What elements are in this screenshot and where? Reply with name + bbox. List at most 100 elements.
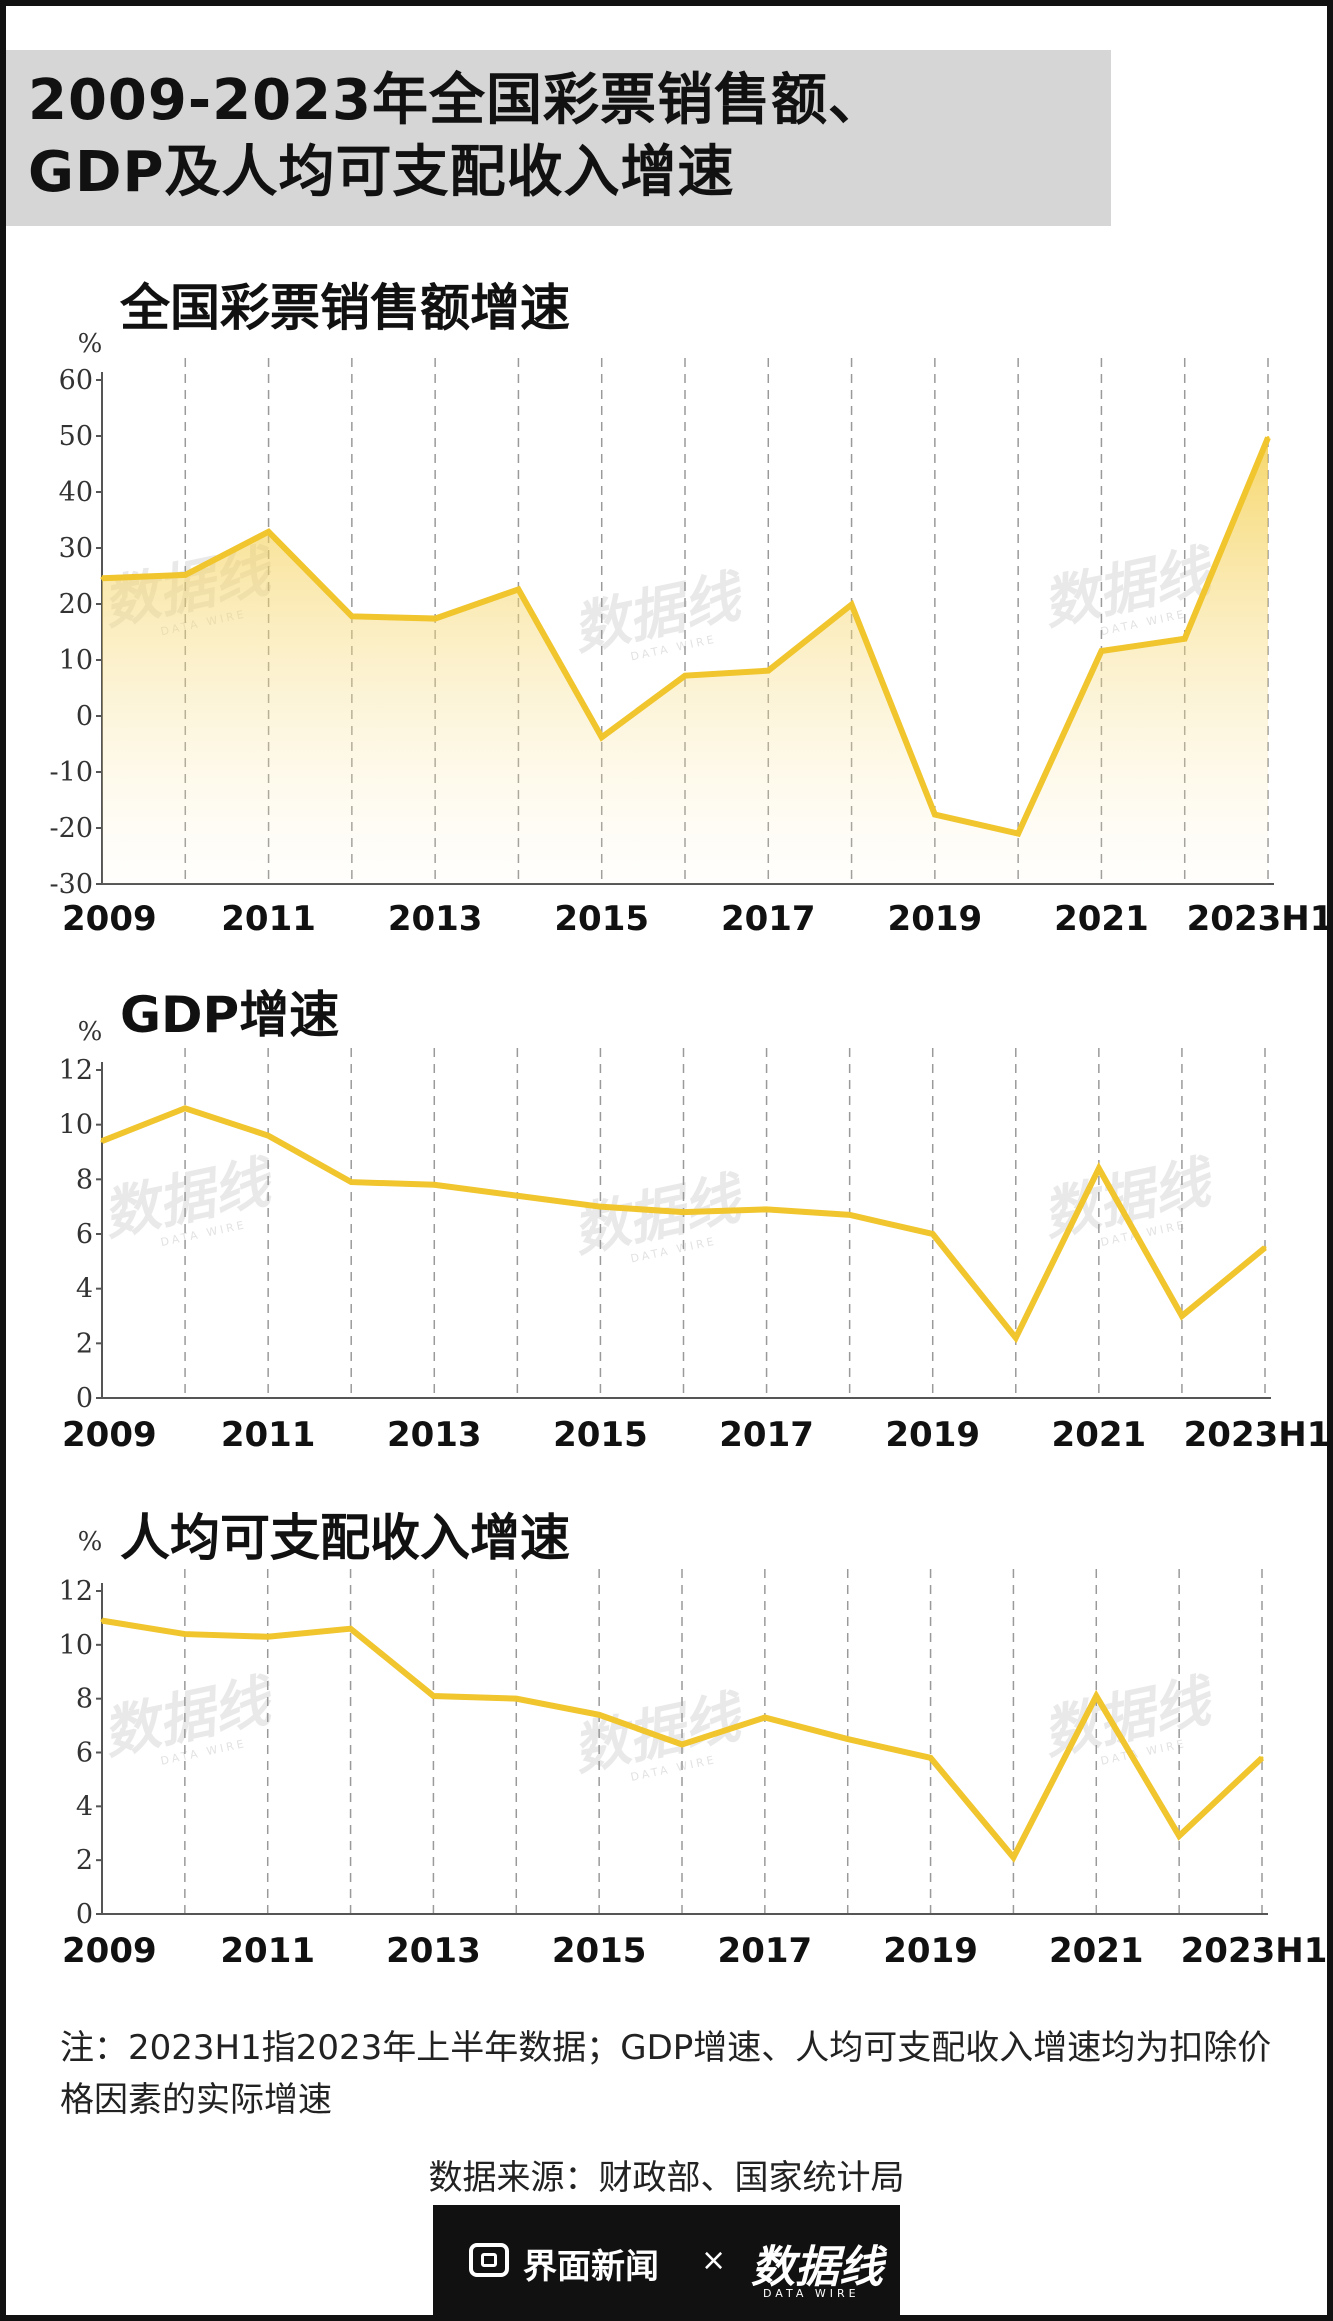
chart-1-title: 全国彩票销售额增速 xyxy=(120,279,570,337)
data-point xyxy=(100,1619,104,1623)
x-tick-label: 2017 xyxy=(718,1931,813,1971)
data-source: 数据来源：财政部、国家统计局 xyxy=(428,2158,905,2198)
data-point xyxy=(1180,1314,1184,1318)
x-tick-label: 2011 xyxy=(220,1931,315,1971)
y-tick-label: 20 xyxy=(59,589,93,620)
y-tick-label: 12 xyxy=(59,1576,93,1607)
data-point xyxy=(266,1635,270,1639)
x-tick-label: 2021 xyxy=(1049,1931,1144,1971)
data-point xyxy=(598,1205,602,1209)
footer-brand-bar: 界面新闻 × 数据线 DATA WIRE xyxy=(433,2205,900,2321)
x-tick-label: 2023H1 xyxy=(1184,1415,1331,1455)
data-point xyxy=(1011,1855,1015,1859)
y-tick-label: 10 xyxy=(59,645,93,676)
y-tick-label: 12 xyxy=(59,1055,93,1086)
x-tick-label: 2017 xyxy=(721,899,816,939)
x-tick-label: 2017 xyxy=(719,1415,814,1455)
data-point xyxy=(433,617,437,621)
y-tick-label: 8 xyxy=(76,1684,93,1715)
footnote: 注：2023H1指2023年上半年数据；GDP增速、人均可支配收入增速均为扣除价… xyxy=(60,2028,1272,2120)
jiemian-brand: 界面新闻 xyxy=(523,2247,659,2287)
y-tick-label: 6 xyxy=(76,1219,93,1250)
x-tick-label: 2009 xyxy=(62,1931,157,1971)
x-tick-label: 2019 xyxy=(885,1415,980,1455)
datawire-logo-sub: DATA WIRE xyxy=(763,2287,860,2300)
data-point xyxy=(1263,1246,1267,1250)
data-point xyxy=(1260,1756,1264,1760)
data-point xyxy=(597,1713,601,1717)
page-title-line-1: 2009-2023年全国彩票销售额、 xyxy=(28,68,885,133)
data-point xyxy=(183,573,187,577)
x-tick-label: 2021 xyxy=(1054,899,1149,939)
y-tick-label: 10 xyxy=(59,1110,93,1141)
x-tick-label: 2015 xyxy=(552,1931,647,1971)
x-tick-label: 2015 xyxy=(553,1415,648,1455)
data-point xyxy=(765,1207,769,1211)
data-point xyxy=(680,1742,684,1746)
y-tick-label: 6 xyxy=(76,1738,93,1769)
y-tick-label: -20 xyxy=(50,813,93,844)
page-title-line-2: GDP及人均可支配收入增速 xyxy=(28,140,735,205)
y-tick-label: 30 xyxy=(59,533,93,564)
data-point xyxy=(516,587,520,591)
y-tick-label: 60 xyxy=(59,365,93,396)
data-point xyxy=(929,1756,933,1760)
y-tick-label: 8 xyxy=(76,1164,93,1195)
data-point xyxy=(267,530,271,534)
data-point xyxy=(349,1627,353,1631)
data-point xyxy=(1266,436,1270,440)
data-point xyxy=(432,1183,436,1187)
data-point xyxy=(183,1106,187,1110)
data-point xyxy=(349,1180,353,1184)
data-point xyxy=(350,614,354,618)
data-point xyxy=(846,1737,850,1741)
series-area xyxy=(102,437,1268,884)
y-tick-label: 2 xyxy=(76,1845,93,1876)
x-tick-label: 2013 xyxy=(387,1415,482,1455)
data-point xyxy=(1014,1336,1018,1340)
data-point xyxy=(933,813,937,817)
data-point xyxy=(266,1134,270,1138)
data-point xyxy=(766,669,770,673)
x-tick-label: 2011 xyxy=(221,899,316,939)
data-point xyxy=(931,1232,935,1236)
y-tick-label: 2 xyxy=(76,1328,93,1359)
data-point xyxy=(1183,637,1187,641)
x-tick-label: 2011 xyxy=(221,1415,316,1455)
y-tick-label: 4 xyxy=(76,1791,93,1822)
x-tick-label: 2013 xyxy=(388,899,483,939)
data-point xyxy=(682,1210,685,1214)
y-tick-label: 10 xyxy=(59,1630,93,1661)
x-tick-label: 2013 xyxy=(386,1931,481,1971)
x-tick-label: 2021 xyxy=(1052,1415,1147,1455)
data-point xyxy=(515,1194,519,1198)
data-point xyxy=(1094,1694,1098,1698)
x-tick-label: 2015 xyxy=(554,899,649,939)
data-point xyxy=(183,1632,187,1636)
data-point xyxy=(763,1716,767,1720)
x-tick-label: 2019 xyxy=(883,1931,978,1971)
y-tick-label: -10 xyxy=(50,757,93,788)
data-point xyxy=(850,603,854,607)
jiemian-logo-icon xyxy=(469,2243,509,2277)
data-point xyxy=(683,674,687,678)
x-tick-label: 2023H1 xyxy=(1187,899,1333,939)
data-point xyxy=(431,1694,435,1698)
x-tick-label: 2019 xyxy=(888,899,983,939)
x-tick-label: 2009 xyxy=(62,1415,157,1455)
y-tick-label: 0 xyxy=(76,1383,93,1414)
y-tick-label: 0 xyxy=(76,1899,93,1930)
data-point xyxy=(100,576,104,580)
chart-3-title: 人均可支配收入增速 xyxy=(120,1509,570,1567)
data-point xyxy=(1016,832,1020,836)
x-tick-label: 2023H1 xyxy=(1181,1931,1328,1971)
y-unit-label: % xyxy=(78,1017,103,1047)
datawire-logo: 数据线 xyxy=(751,2242,883,2293)
data-point xyxy=(600,735,604,739)
data-point xyxy=(514,1697,518,1701)
title-banner: 2009-2023年全国彩票销售额、 GDP及人均可支配收入增速 xyxy=(6,50,1111,226)
brand-separator: × xyxy=(701,2243,727,2278)
